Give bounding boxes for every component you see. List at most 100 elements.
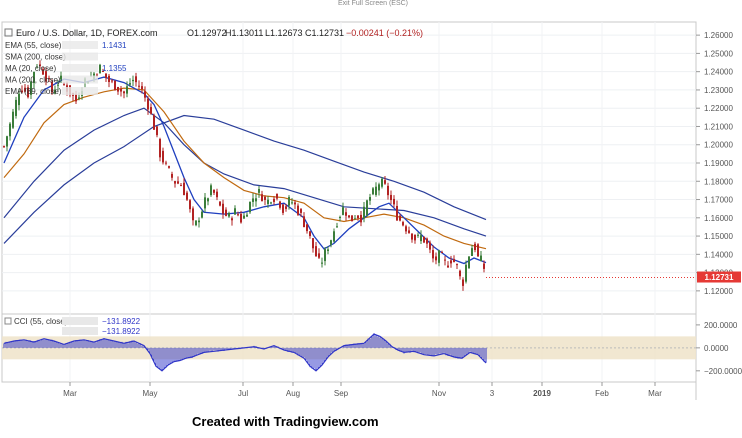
cci-tick-label: −200.0000	[704, 367, 742, 376]
candle-body	[270, 202, 272, 204]
candle-body	[345, 212, 347, 216]
candle-body	[198, 220, 200, 223]
cci-controls[interactable]	[62, 317, 98, 325]
legend-controls	[62, 87, 98, 95]
time-tick-label: Jul	[238, 389, 248, 398]
candle-body	[180, 185, 182, 187]
candle-body	[468, 256, 470, 269]
candle-body	[135, 76, 137, 83]
price-tick-label: 1.21000	[704, 122, 733, 131]
candle-body	[30, 81, 32, 95]
candle-body	[306, 224, 308, 232]
time-tick-label: 3	[490, 389, 495, 398]
price-tick-label: 1.19000	[704, 159, 733, 168]
ohlc-close: C1.12731	[305, 28, 344, 38]
chart-header: Euro / U.S. Dollar, 1D, FOREX.com O1.129…	[4, 28, 423, 38]
last-price-badge: 1.12731	[697, 271, 741, 283]
candle-body	[381, 178, 383, 187]
cci-controls-2[interactable]	[62, 327, 98, 335]
candle-body	[144, 91, 146, 98]
candle-body	[15, 99, 17, 116]
price-tick-label: 1.15000	[704, 232, 733, 241]
candle-body	[252, 198, 254, 202]
candle-body	[456, 264, 458, 266]
candle-body	[213, 189, 215, 193]
candle-body	[297, 205, 299, 215]
price-tick-label: 1.16000	[704, 214, 733, 223]
exit-fullscreen-hint[interactable]: Exit Full Screen (ESC)	[338, 0, 409, 7]
candle-body	[177, 181, 179, 184]
candle-body	[183, 182, 185, 196]
candle-body	[432, 250, 434, 259]
candle-body	[285, 206, 287, 209]
time-tick-label: Sep	[334, 389, 349, 398]
candle-body	[282, 204, 284, 213]
candle-body	[96, 74, 98, 76]
tradingview-credit: Created with Tradingview.com	[192, 414, 379, 429]
legend-controls	[62, 75, 98, 84]
time-tick-label: Mar	[648, 389, 662, 398]
candle-body	[207, 198, 209, 202]
candle-body	[330, 240, 332, 245]
candle-body	[111, 80, 113, 82]
oscillator-axis[interactable]: 200.0000 0.0000 −200.0000	[696, 321, 742, 376]
candle-body	[18, 93, 20, 106]
ema89-line	[3, 107, 487, 237]
candle-body	[279, 201, 281, 208]
candle-body	[114, 80, 116, 91]
candle-body	[138, 85, 140, 87]
candle-body	[273, 198, 275, 202]
candle-body	[333, 231, 335, 242]
candle-body	[195, 220, 197, 226]
candle-body	[63, 83, 65, 85]
candle-body	[387, 185, 389, 196]
candle-body	[420, 235, 422, 242]
price-tick-label: 1.17000	[704, 196, 733, 205]
candle-body	[60, 75, 62, 80]
candle-body	[390, 194, 392, 201]
candle-body	[225, 209, 227, 216]
candle-body	[300, 209, 302, 213]
candle-body	[54, 89, 56, 94]
candle-body	[240, 213, 242, 223]
candle-body	[366, 200, 368, 216]
price-tick-label: 1.24000	[704, 68, 733, 77]
candle-body	[294, 202, 296, 205]
candle-body	[438, 250, 440, 263]
candle-body	[342, 207, 344, 215]
candle-body	[228, 212, 230, 217]
candle-body	[57, 84, 59, 86]
candle-body	[3, 146, 5, 148]
candle-body	[102, 71, 104, 73]
candle-body	[384, 180, 386, 184]
candle-body	[24, 87, 26, 92]
candle-body	[246, 214, 248, 217]
candle-body	[417, 234, 419, 236]
candle-body	[147, 98, 149, 110]
candle-body	[255, 198, 257, 202]
candle-body	[327, 249, 329, 251]
candle-body	[120, 89, 122, 92]
candle-body	[408, 230, 410, 233]
symbol-title: Euro / U.S. Dollar, 1D, FOREX.com	[16, 28, 158, 38]
candle-body	[78, 97, 80, 99]
candle-body	[372, 188, 374, 195]
collapse-icon[interactable]	[4, 28, 13, 37]
price-tick-label: 1.14000	[704, 250, 733, 259]
candle-body	[336, 226, 338, 228]
price-tick-label: 1.23000	[704, 86, 733, 95]
time-tick-label: Feb	[595, 389, 609, 398]
candle-body	[402, 222, 404, 226]
cci-label: CCI (55, close)	[14, 317, 68, 326]
legend-label: MA (200, close)	[5, 76, 61, 85]
candle-body	[291, 202, 293, 204]
candle-body	[237, 214, 239, 216]
cci-tick-label: 200.0000	[704, 321, 738, 330]
ohlc-open: O1.12972	[187, 28, 227, 38]
candle-body	[354, 218, 356, 220]
candle-body	[201, 211, 203, 218]
candle-body	[27, 87, 29, 98]
cci-value-2: −131.8922	[102, 327, 141, 336]
time-axis[interactable]: Mar May Jul Aug Sep Nov 3 2019 Feb Mar	[63, 382, 662, 398]
